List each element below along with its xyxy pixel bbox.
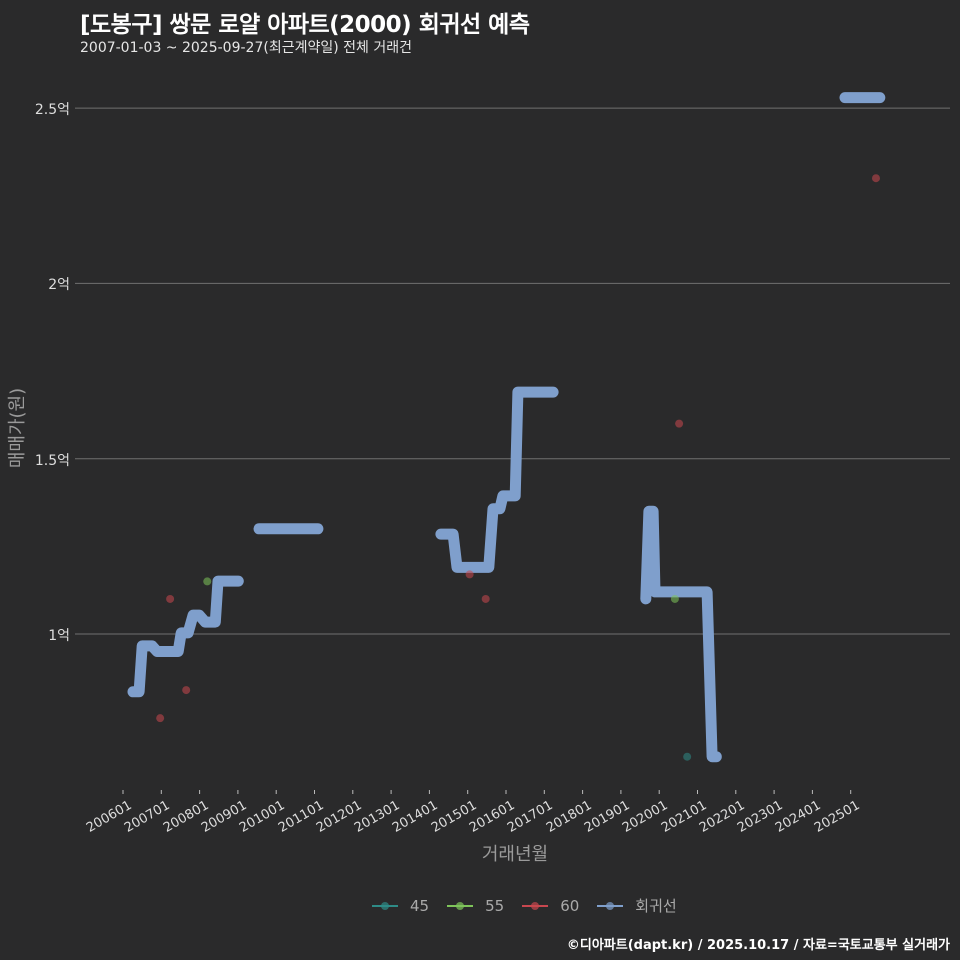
x-axis-ticks [122, 790, 852, 794]
scatter-points [156, 174, 880, 761]
y-axis-title: 매매가(원) [7, 387, 28, 469]
data-point-55 [203, 577, 212, 586]
legend-item-45: 45 [372, 897, 429, 915]
y-tick-label: 1.5억 [34, 452, 70, 469]
legend-key-55-icon [447, 901, 474, 910]
regression-segment [640, 505, 722, 763]
legend-item-60: 60 [522, 897, 579, 915]
y-tick-label: 2억 [48, 277, 70, 294]
data-point-60 [182, 686, 191, 695]
data-point-45 [683, 752, 692, 761]
data-point-60 [675, 419, 684, 428]
legend-key-45-icon [372, 901, 398, 910]
y-tick-label: 2.5억 [34, 102, 70, 119]
chart-subtitle: 2007-01-03 ~ 2025-09-27(최근계약일) 전체 거래건 [80, 40, 412, 56]
legend-label-60: 60 [560, 896, 580, 915]
regression-line [127, 92, 886, 763]
legend-label-regression: 회귀선 [635, 897, 677, 915]
data-point-60 [481, 594, 490, 603]
data-point-55 [670, 594, 679, 603]
data-point-60 [166, 594, 175, 603]
legend-label-45: 45 [410, 896, 430, 915]
data-point-60 [156, 714, 165, 723]
regression-segment [127, 575, 244, 698]
chart-title: [도봉구] 쌍문 로얄 아파트(2000) 회귀선 예측 [80, 12, 530, 38]
legend-item-regression: 회귀선 [597, 895, 677, 916]
x-axis-title: 거래년월 [481, 844, 549, 865]
legend-key-60-icon [522, 901, 549, 910]
gridlines [75, 107, 950, 635]
legend-key-regression-icon [597, 901, 624, 910]
data-point-60 [465, 570, 474, 579]
legend-label-55: 55 [485, 896, 505, 915]
legend-item-55: 55 [447, 897, 504, 915]
data-point-60 [871, 174, 880, 183]
y-tick-label: 1억 [48, 628, 70, 644]
regression-segment [435, 386, 559, 573]
legend: 45 55 60 회귀선 [372, 895, 695, 916]
source-caption: ©디아파트(dapt.kr) / 2025.10.17 / 자료=국토교통부 실… [566, 938, 950, 953]
